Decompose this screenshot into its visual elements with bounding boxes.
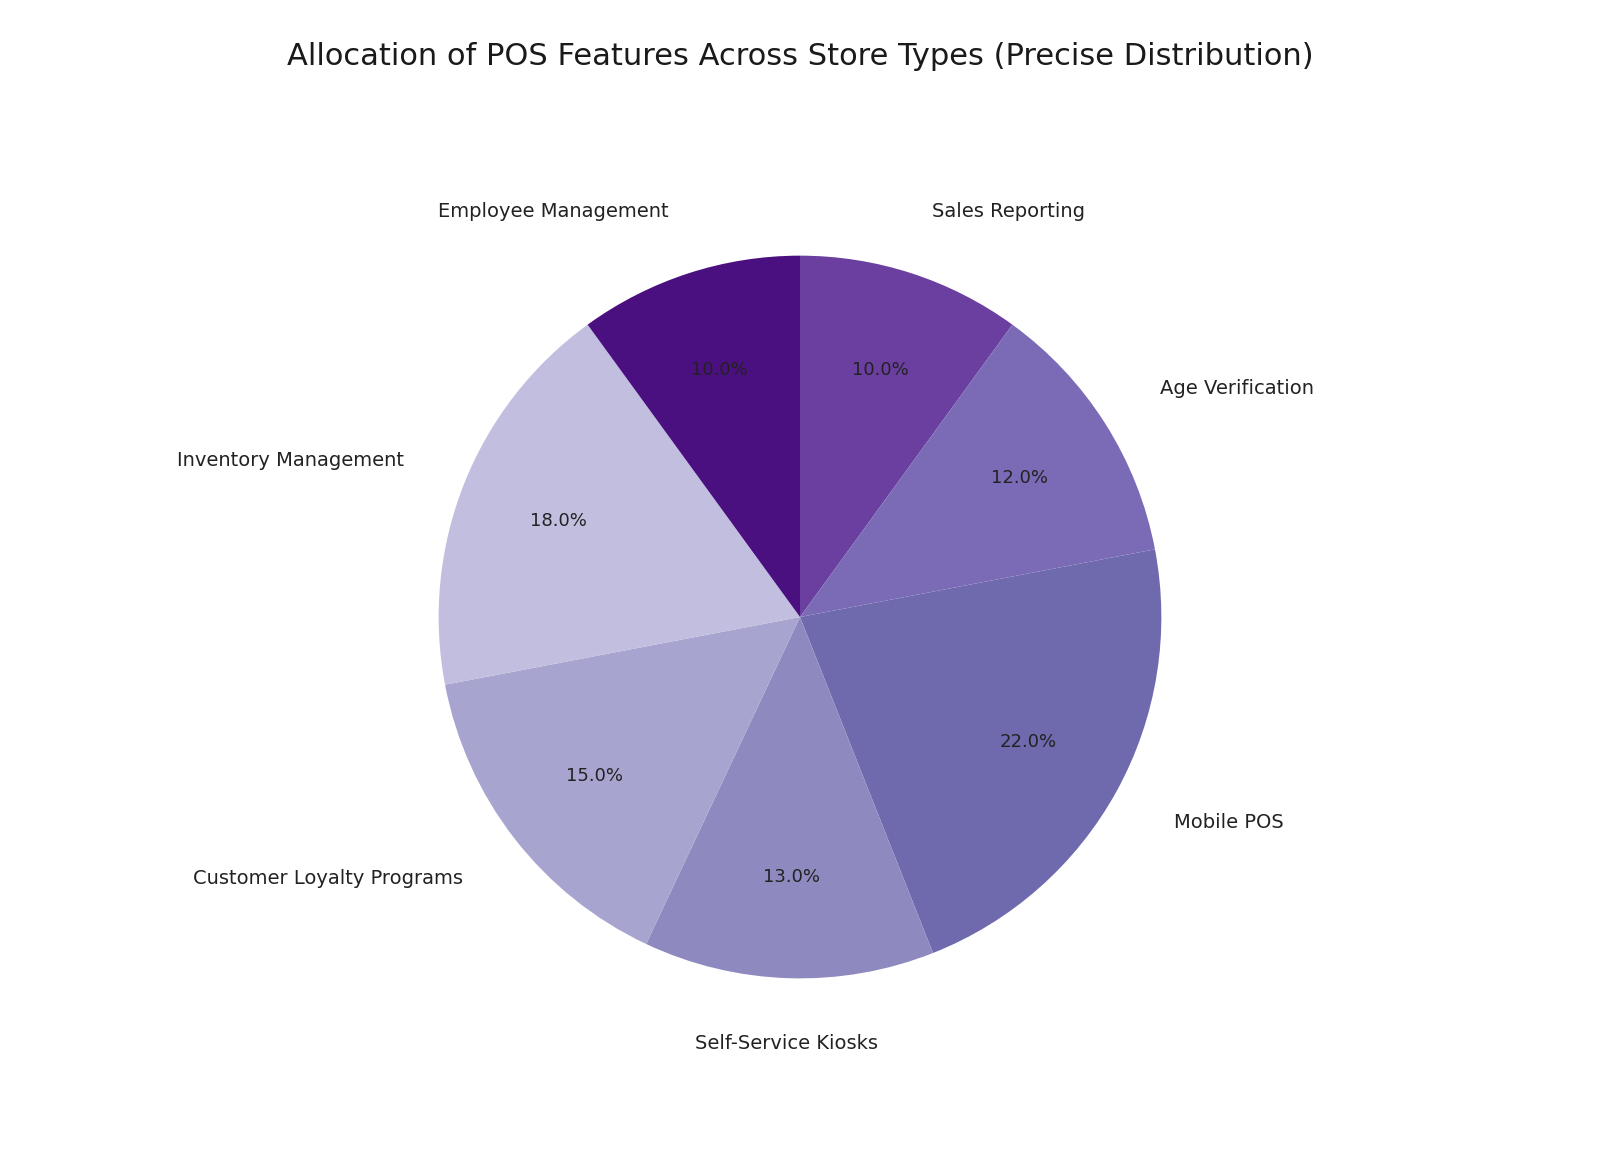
Text: Sales Reporting: Sales Reporting bbox=[931, 202, 1085, 221]
Wedge shape bbox=[800, 324, 1155, 618]
Wedge shape bbox=[800, 549, 1162, 952]
Text: 13.0%: 13.0% bbox=[763, 868, 821, 886]
Title: Allocation of POS Features Across Store Types (Precise Distribution): Allocation of POS Features Across Store … bbox=[286, 42, 1314, 71]
Text: 10.0%: 10.0% bbox=[853, 361, 909, 379]
Text: 18.0%: 18.0% bbox=[530, 512, 587, 530]
Text: Inventory Management: Inventory Management bbox=[176, 450, 403, 470]
Text: Age Verification: Age Verification bbox=[1160, 379, 1314, 398]
Text: 12.0%: 12.0% bbox=[990, 469, 1048, 486]
Wedge shape bbox=[438, 324, 800, 685]
Text: Employee Management: Employee Management bbox=[438, 202, 669, 221]
Wedge shape bbox=[646, 618, 933, 978]
Wedge shape bbox=[800, 256, 1013, 618]
Text: Mobile POS: Mobile POS bbox=[1174, 813, 1283, 832]
Text: 22.0%: 22.0% bbox=[1000, 734, 1056, 751]
Wedge shape bbox=[587, 256, 800, 618]
Text: Self-Service Kiosks: Self-Service Kiosks bbox=[694, 1034, 878, 1053]
Wedge shape bbox=[445, 618, 800, 944]
Text: Customer Loyalty Programs: Customer Loyalty Programs bbox=[194, 869, 462, 887]
Text: 15.0%: 15.0% bbox=[566, 768, 622, 785]
Text: 10.0%: 10.0% bbox=[691, 361, 747, 379]
